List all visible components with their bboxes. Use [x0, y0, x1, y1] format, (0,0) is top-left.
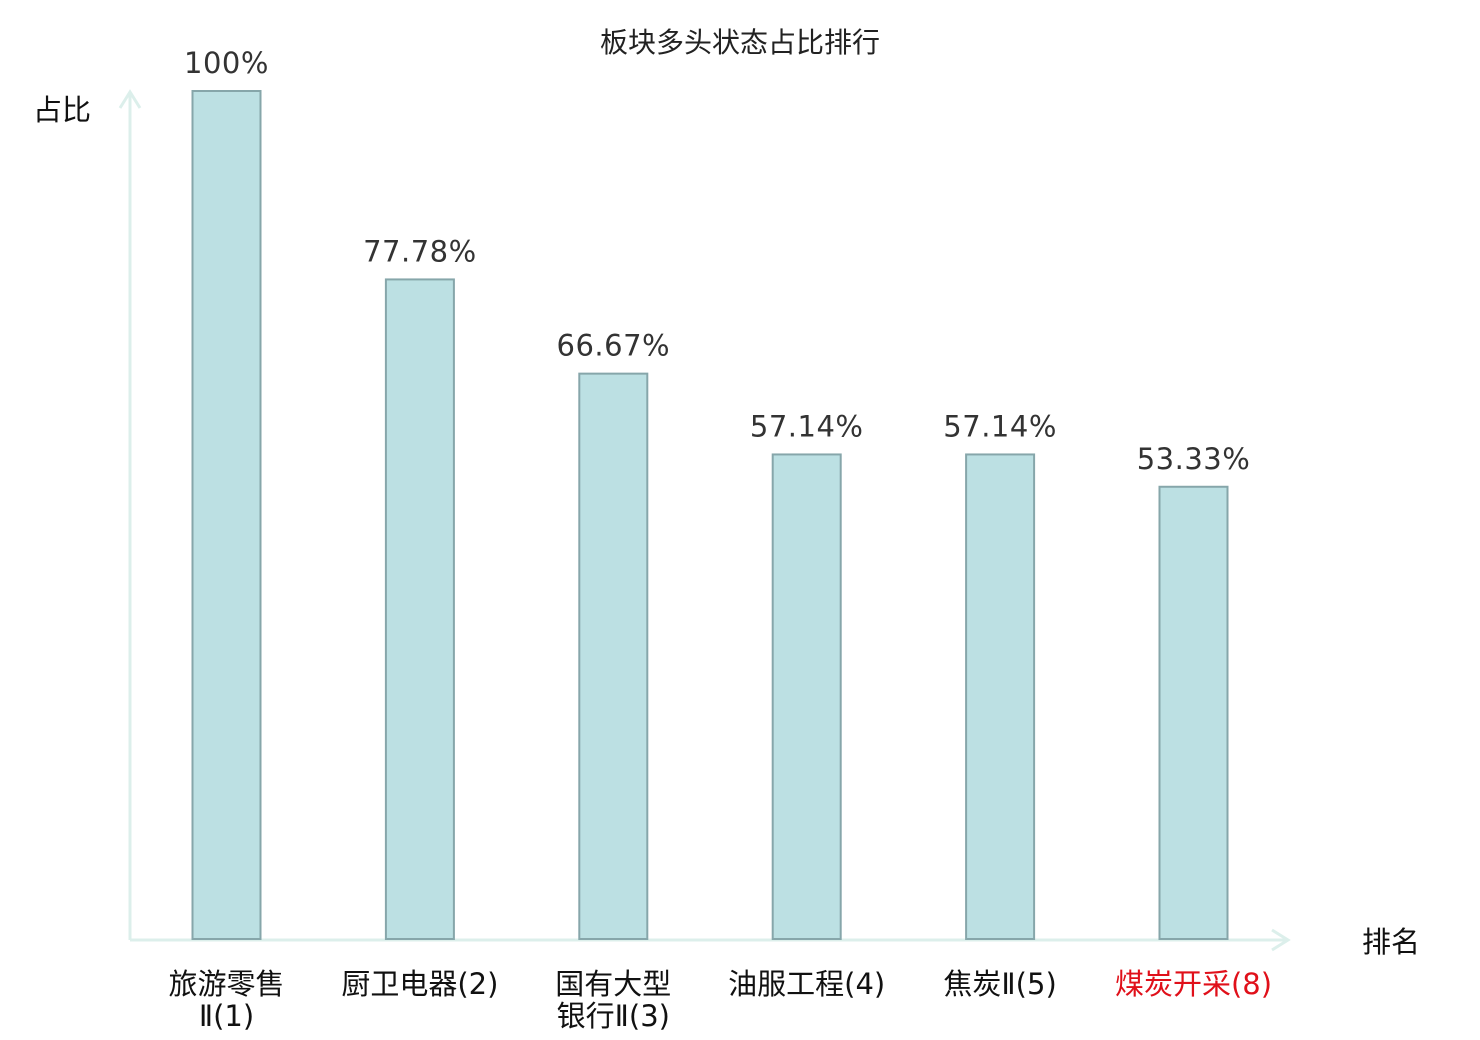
value-label-6: 53.33% — [1137, 442, 1251, 476]
bar-2 — [384, 278, 455, 940]
bar-6 — [1158, 485, 1229, 940]
bar-1 — [191, 90, 262, 940]
x-axis-label: 排名 — [1362, 925, 1420, 959]
category-label-6: 煤炭开采(8) — [1115, 967, 1272, 1001]
category-label-4: 油服工程(4) — [728, 967, 885, 1001]
bar-5 — [965, 453, 1036, 940]
category-label-1: 旅游零售 Ⅱ(1) — [168, 967, 284, 1033]
y-axis — [118, 89, 142, 940]
bar-4 — [771, 453, 842, 940]
value-label-1: 100% — [184, 46, 269, 80]
value-label-4: 57.14% — [750, 409, 864, 443]
y-axis-label: 占比 — [33, 93, 91, 127]
category-label-2: 厨卫电器(2) — [341, 967, 498, 1001]
chart-title: 板块多头状态占比排行 — [600, 26, 880, 59]
value-label-2: 77.78% — [363, 234, 477, 268]
bar-3 — [578, 372, 649, 940]
x-axis-arrow — [1271, 928, 1291, 952]
value-label-3: 66.67% — [557, 329, 671, 363]
category-label-5: 焦炭Ⅱ(5) — [943, 967, 1056, 1001]
x-axis — [130, 928, 1291, 952]
category-labels-group: 旅游零售 Ⅱ(1) 厨卫电器(2) 国有大型银行Ⅱ(3) 油服工程(4) 焦炭Ⅱ(5) 煤炭… — [168, 967, 1272, 1033]
value-labels-group: 100% 77.78% 66.67% 57.14% 57.14% 53.33% — [184, 46, 1250, 476]
bars-group — [191, 90, 1229, 940]
y-axis-arrow — [118, 89, 142, 109]
category-label-3: 国有大型银行Ⅱ(3) — [555, 967, 671, 1033]
value-label-5: 57.14% — [943, 409, 1057, 443]
